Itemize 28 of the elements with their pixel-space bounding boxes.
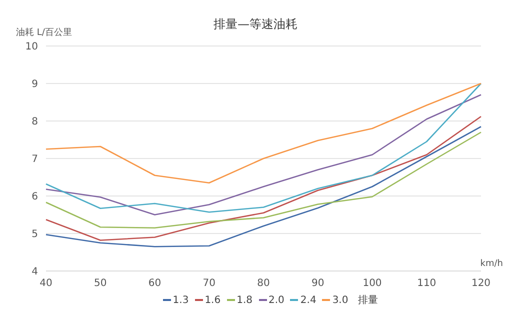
x-tick-label: 110 — [417, 278, 436, 290]
x-axis-title: km/h — [480, 259, 503, 269]
x-tick-label: 100 — [362, 278, 382, 290]
legend-label: 1.3 — [172, 294, 189, 306]
x-tick-label: 120 — [471, 278, 491, 290]
line-series — [45, 132, 482, 229]
y-tick-label: 10 — [25, 42, 38, 53]
legend-label: 1.8 — [236, 294, 252, 306]
x-tick-label: 70 — [202, 278, 216, 290]
y-tick-label: 7 — [32, 154, 38, 166]
legend-label: 2.4 — [300, 294, 316, 306]
x-tick-label: 50 — [94, 278, 107, 290]
y-tick-label: 6 — [32, 192, 38, 203]
y-axis-title: 油耗 L/百公里 — [16, 26, 72, 39]
y-tick-label: 8 — [32, 116, 38, 128]
legend-label: 2.0 — [268, 294, 284, 306]
x-tick-label: 60 — [148, 278, 162, 290]
line-series — [45, 82, 482, 184]
legend-label: 3.0 — [332, 294, 348, 306]
x-tick-label: 80 — [257, 278, 270, 290]
legend-title: 排量 — [358, 294, 378, 307]
y-tick-label: 4 — [32, 266, 38, 278]
legend-label: 1.6 — [204, 294, 221, 306]
y-tick-label: 9 — [32, 79, 38, 90]
x-tick-label: 90 — [312, 278, 324, 290]
x-tick-label: 40 — [40, 278, 52, 290]
chart-title: 排量—等速油耗 — [214, 17, 298, 31]
y-tick-label: 5 — [32, 229, 38, 240]
